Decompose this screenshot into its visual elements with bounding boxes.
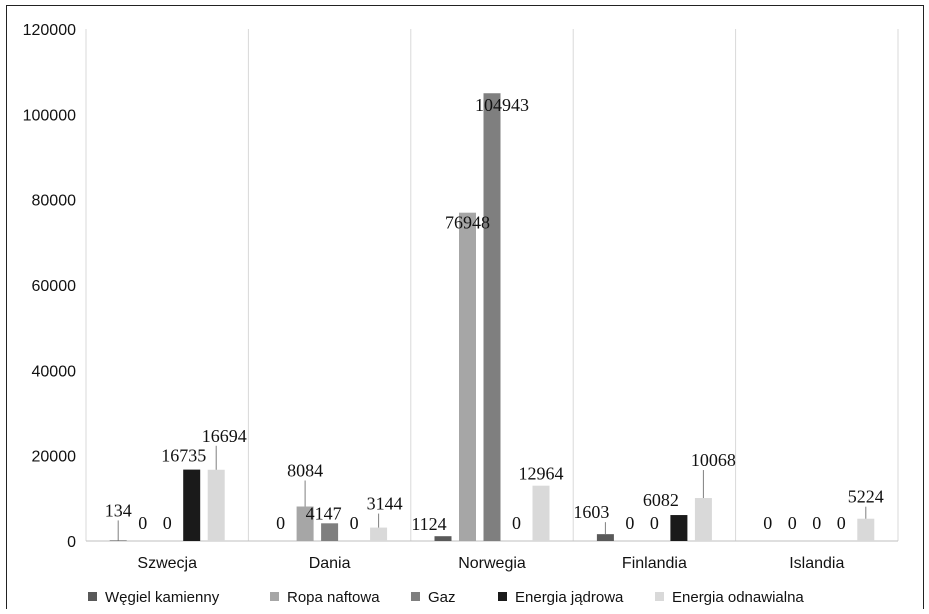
- bar: [596, 534, 614, 541]
- bar: [434, 536, 452, 541]
- data-label: 16735: [161, 446, 206, 466]
- bar: [321, 523, 339, 541]
- bar: [670, 515, 688, 541]
- legend-label: Ropa naftowa: [287, 589, 380, 606]
- bar: [109, 540, 127, 541]
- y-tick-label: 80000: [32, 193, 77, 210]
- grid-layer: [85, 29, 899, 542]
- bar: [207, 469, 225, 541]
- data-label: 1603: [573, 502, 609, 522]
- data-label: 12964: [519, 464, 564, 484]
- bar: [694, 498, 712, 541]
- data-label: 3144: [367, 494, 403, 514]
- x-tick-label: Szwecja: [137, 555, 197, 572]
- legend-label: Energia jądrowa: [515, 589, 624, 606]
- data-label: 10068: [691, 450, 736, 470]
- y-tick-label: 60000: [32, 278, 77, 295]
- legend-label: Energia odnawialna: [672, 589, 804, 606]
- x-tick-label: Islandia: [789, 555, 844, 572]
- bar: [483, 93, 501, 542]
- y-tick-label: 100000: [23, 107, 76, 124]
- legend-label: Gaz: [428, 589, 456, 606]
- data-label: 0: [276, 513, 285, 533]
- data-label: 0: [812, 513, 821, 533]
- data-label: 6082: [643, 490, 679, 510]
- data-label: 1124: [411, 514, 446, 534]
- data-label: 0: [512, 513, 521, 533]
- y-tick-label: 0: [67, 534, 76, 551]
- legend: Węgiel kamienny Ropa naftowa Gaz Energia ją…: [88, 589, 804, 606]
- legend-swatch: [655, 592, 664, 601]
- data-label: 104943: [475, 95, 529, 115]
- data-label: 5224: [848, 487, 884, 507]
- legend-swatch: [498, 592, 507, 601]
- data-label: 76948: [445, 213, 490, 233]
- x-axis: Szwecja Dania Norwegia Finlandia Islandia: [137, 555, 844, 572]
- label-leaders: [117, 445, 867, 541]
- x-tick-label: Dania: [309, 555, 351, 572]
- legend-swatch: [270, 592, 279, 601]
- data-label: 0: [163, 513, 172, 533]
- data-label: 0: [788, 513, 797, 533]
- data-label: 0: [837, 513, 846, 533]
- chart-frame: [6, 5, 924, 609]
- y-axis: 0 20000 40000 60000 80000 100000 120000: [23, 22, 76, 551]
- bar: [370, 527, 388, 541]
- bar: [459, 212, 476, 541]
- legend-label: Węgiel kamienny: [105, 589, 220, 606]
- data-label: 134: [105, 500, 132, 520]
- x-tick-label: Norwegia: [458, 555, 526, 572]
- y-tick-label: 20000: [32, 449, 77, 466]
- data-label: 0: [763, 513, 772, 533]
- data-label: 0: [625, 513, 634, 533]
- data-label: 0: [350, 513, 359, 533]
- x-tick-label: Finlandia: [622, 555, 687, 572]
- data-label: 0: [138, 513, 147, 533]
- bars: [109, 93, 875, 542]
- legend-swatch: [88, 592, 97, 601]
- bar: [183, 469, 201, 541]
- data-label: 4147: [306, 503, 342, 523]
- bar: [296, 506, 314, 541]
- legend-swatch: [411, 592, 420, 601]
- data-label: 16694: [202, 426, 247, 446]
- y-tick-label: 40000: [32, 363, 77, 380]
- data-label: 0: [650, 513, 659, 533]
- bar: [532, 485, 550, 541]
- bar: [857, 518, 875, 541]
- data-label: 8084: [287, 461, 323, 481]
- y-tick-label: 120000: [23, 22, 76, 39]
